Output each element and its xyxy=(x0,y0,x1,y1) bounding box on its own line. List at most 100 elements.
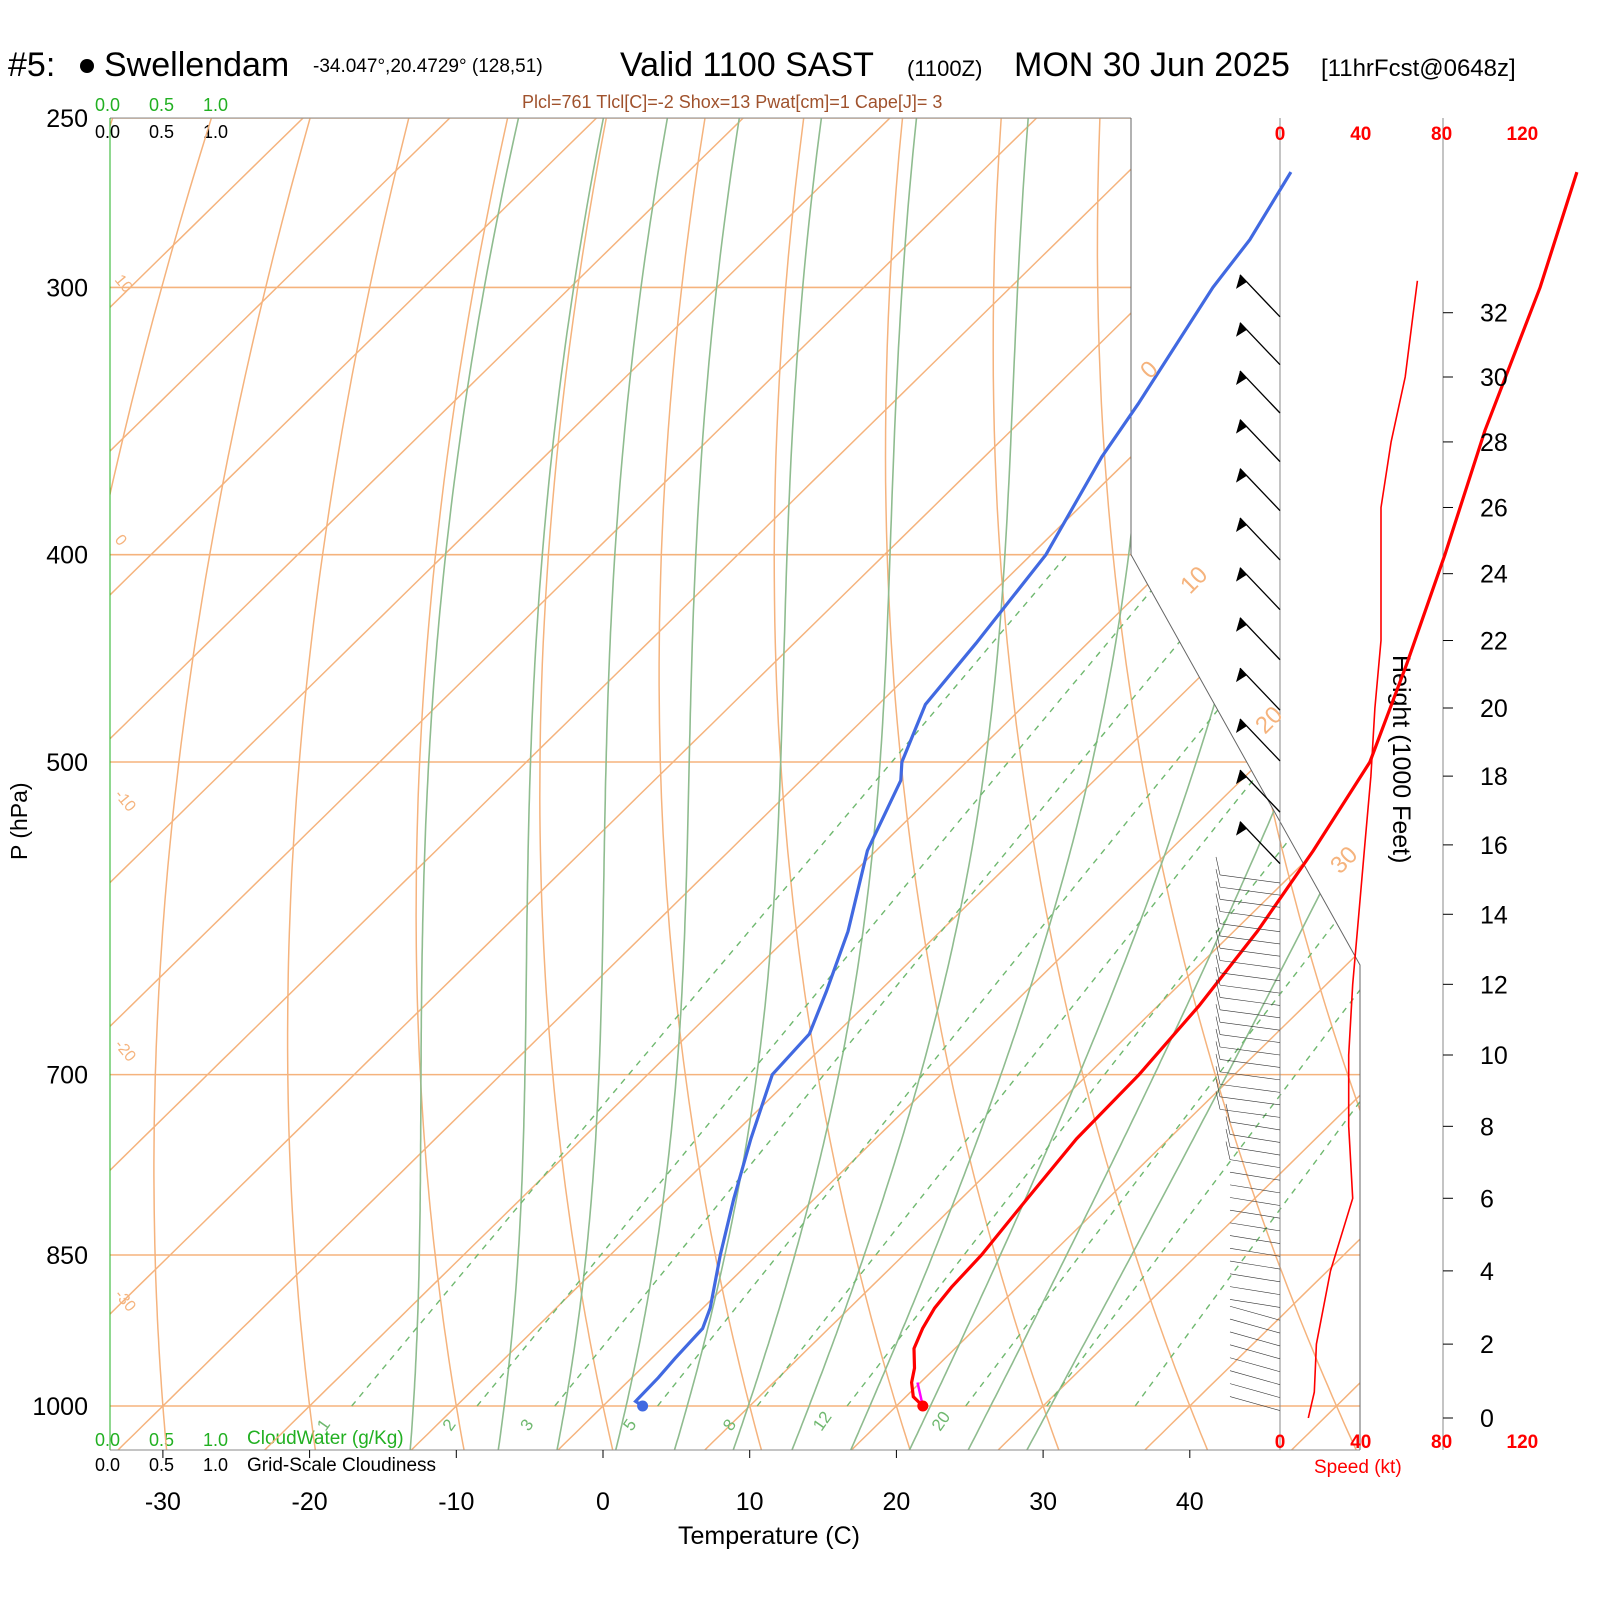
mixing-ratio-label-4: 8 xyxy=(719,1416,740,1435)
low-barb xyxy=(1229,1286,1281,1295)
dry-adiabat-20 xyxy=(773,118,912,1450)
low-barb xyxy=(1229,1222,1281,1232)
low-barb xyxy=(1229,1184,1281,1194)
barb-shaft xyxy=(1239,718,1281,762)
height-label-28: 28 xyxy=(1480,429,1508,457)
x-tick-label-0: 0 xyxy=(596,1488,610,1516)
speed-bottom-0: 0 xyxy=(1275,1432,1286,1453)
low-barb-shaft xyxy=(1229,1222,1281,1232)
wind-barb-6 xyxy=(1236,567,1281,611)
low-barb-shaft xyxy=(1219,1009,1281,1019)
height-label-30: 30 xyxy=(1480,364,1508,392)
height-label-4: 4 xyxy=(1480,1258,1494,1286)
low-barb-shaft xyxy=(1219,1096,1281,1106)
cloudiness-scale-top-1: 0.5 xyxy=(149,122,175,142)
low-barb-feather xyxy=(1215,893,1221,912)
low-barb xyxy=(1215,917,1281,945)
speed-top-0: 0 xyxy=(1275,124,1286,145)
height-label-22: 22 xyxy=(1480,628,1508,656)
wind-barb-0 xyxy=(1236,274,1281,318)
low-barb-shaft xyxy=(1219,972,1281,982)
low-barb xyxy=(1215,1041,1281,1068)
barb-pennant xyxy=(1236,567,1247,582)
low-barb-shaft xyxy=(1229,1184,1281,1194)
p-label-500: 500 xyxy=(46,749,88,777)
speed-bottom-40: 40 xyxy=(1350,1432,1371,1453)
dry-adiabat-50 xyxy=(1096,118,1358,1450)
dry-adiabat--10 xyxy=(415,118,517,1450)
low-barb xyxy=(1229,1370,1281,1385)
surface-temp-dot xyxy=(917,1400,929,1412)
low-barb-shaft xyxy=(1219,1034,1281,1043)
moist-adiabat-12 xyxy=(732,118,922,1450)
isotherm-30 xyxy=(996,118,1360,1450)
dry-adiabat-90 xyxy=(1492,80,1600,1451)
low-barb-shaft xyxy=(1229,1286,1281,1295)
moist-adiabat-0 xyxy=(556,118,676,1450)
barb-pennant xyxy=(1236,419,1247,434)
wind-barb-2 xyxy=(1236,370,1281,414)
mixing-ratio-3 xyxy=(554,554,1253,1407)
low-barb xyxy=(1229,1318,1281,1334)
low-barb-shaft xyxy=(1229,1235,1281,1244)
dry-adiabat-70 xyxy=(1296,118,1360,1450)
low-barb xyxy=(1215,942,1281,969)
isotherm--10 xyxy=(409,118,1360,1450)
barb-shaft xyxy=(1239,769,1281,813)
dry-adiabat--40 xyxy=(110,118,225,1450)
mixing-ratio-label-3: 5 xyxy=(619,1416,640,1435)
low-barb-feather xyxy=(1215,954,1221,973)
low-barb-feather xyxy=(1215,967,1221,986)
isotherm--70 xyxy=(110,118,930,1450)
low-barb xyxy=(1229,1197,1281,1206)
low-barb xyxy=(1229,1331,1281,1347)
cloudiness-scale-bottom-1: 0.5 xyxy=(149,1455,175,1475)
low-barb-feather xyxy=(1215,991,1221,1010)
wind-barb-10 xyxy=(1236,769,1281,813)
height-axis-label: Height (1000 Feet) xyxy=(1387,655,1415,864)
moist-adiabat-8 xyxy=(673,118,828,1450)
moist-adiabat-20 xyxy=(849,118,1164,1450)
low-barb xyxy=(1225,1141,1281,1168)
isotherm--80 xyxy=(110,118,783,1450)
moist-adiabat--10 xyxy=(409,118,528,1450)
low-barb xyxy=(1215,893,1281,920)
low-barb xyxy=(1215,869,1281,896)
isotherm-20 xyxy=(849,118,1360,1450)
low-barb-shaft xyxy=(1229,1305,1281,1321)
p-label-250: 250 xyxy=(46,105,88,133)
low-barb-shaft xyxy=(1219,997,1281,1006)
barb-pennant xyxy=(1236,274,1247,289)
moist-adiabat-16 xyxy=(790,118,1033,1450)
low-barb-feather xyxy=(1215,856,1221,876)
low-barb-feather xyxy=(1215,1091,1221,1110)
mixing-ratio-40 xyxy=(1134,554,1360,1407)
valid-time: Valid 1100 SAST xyxy=(620,46,874,84)
low-barb xyxy=(1229,1171,1281,1181)
dry-adiabat-40 xyxy=(992,118,1209,1450)
x-tick-label--20: -20 xyxy=(292,1488,328,1516)
dry-adiabat-30 xyxy=(884,118,1061,1450)
dry-adiabat-100 xyxy=(1590,80,1600,1451)
mixing-ratio-label-6: 20 xyxy=(928,1408,954,1434)
wind-barb-8 xyxy=(1236,667,1281,711)
frame-right xyxy=(1130,118,1361,1450)
dry-adiabat--50 xyxy=(110,118,127,1450)
mixing-ratio-label-1: 2 xyxy=(439,1416,460,1435)
low-barb-shaft xyxy=(1229,1159,1281,1168)
low-barb xyxy=(1215,954,1281,982)
height-label-16: 16 xyxy=(1480,832,1508,860)
isotherm-label-4: -30 xyxy=(111,1287,139,1316)
low-barb xyxy=(1225,1128,1281,1156)
height-label-0: 0 xyxy=(1480,1405,1494,1433)
isotherm--90 xyxy=(110,118,636,1450)
station-dot-icon xyxy=(80,59,94,73)
isotherm--30 xyxy=(116,118,1360,1450)
x-axis-label: Temperature (C) xyxy=(678,1522,860,1550)
mixing-ratio-28 xyxy=(1046,554,1360,1407)
cloudwater-scale-top-0: 0.0 xyxy=(95,95,121,115)
barb-pennant xyxy=(1236,617,1247,632)
low-barb-feather xyxy=(1215,1004,1221,1023)
low-barb-shaft xyxy=(1219,874,1281,884)
low-barb-shaft xyxy=(1219,947,1281,957)
